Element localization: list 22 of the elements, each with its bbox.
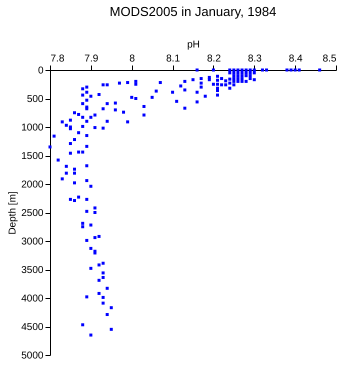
y-tick-label: 500 [26,94,44,105]
y-tick-label: 5000 [21,350,44,362]
y-tick-label: 2500 [21,208,44,219]
x-tick-label: 7.8 [50,54,65,64]
x-tick-label: 7.9 [84,54,99,64]
y-tick-label: 4500 [21,322,44,333]
x-axis-title: pH [187,40,200,50]
y-tick-label: 1500 [21,151,44,162]
x-tick-label: 8.5 [322,54,337,64]
y-tick-label: 3000 [21,236,44,248]
x-tick-label: 8.2 [206,54,222,64]
x-tick-label: 8.3 [248,54,262,64]
x-tick-label: 8 [129,54,136,64]
y-tick-label: 4000 [21,294,44,304]
y-tick-label: 3500 [21,265,44,276]
y-tick-label: 1000 [21,122,44,134]
x-tick-label: 8.1 [166,54,180,64]
chart-title: MODS2005 in January, 1984 [110,4,276,19]
y-axis-title: Depth [m] [7,191,18,235]
y-tick-label: 2000 [21,180,44,190]
y-tick-label: 0 [38,66,44,76]
x-tick-label: 8.4 [288,54,304,64]
